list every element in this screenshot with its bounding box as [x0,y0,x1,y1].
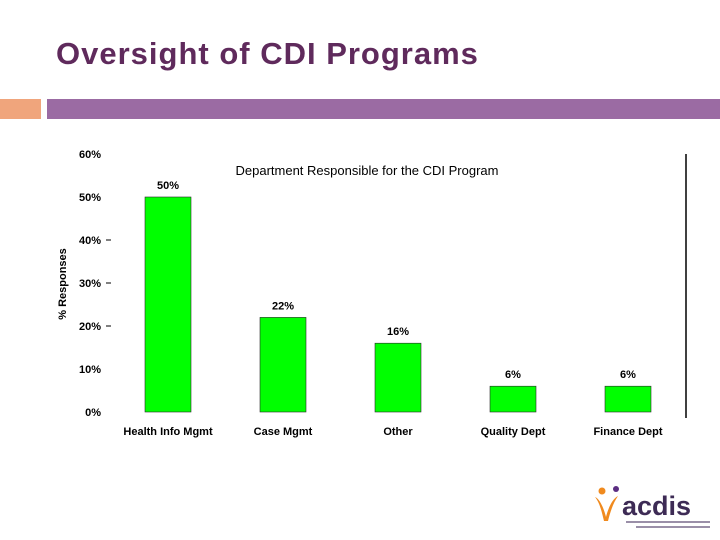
category-label: Case Mgmt [254,426,313,438]
acdis-logo-figure-icon [595,486,619,521]
y-tick-label: 0% [85,407,101,419]
y-tick-label: 10% [79,364,101,376]
acdis-wordmark: acdis [622,491,691,521]
data-label: 16% [387,326,409,338]
acdis-logo: acdis [595,486,710,528]
category-label: Other [383,426,413,438]
y-tick-label: 50% [79,192,101,204]
bars [144,196,652,413]
y-tick-label: 20% [79,321,101,333]
accent-band-orange [0,99,41,119]
category-labels: Health Info Mgmt Case Mgmt Other Quality De… [123,426,662,438]
data-label: 6% [620,369,636,381]
category-label: Health Info Mgmt [123,426,213,438]
y-tick-label: 60% [79,149,101,161]
data-labels: 50% 22% 16% 6% 6% [157,180,636,381]
bar [259,317,307,413]
category-label: Quality Dept [481,426,546,438]
category-label: Finance Dept [593,426,662,438]
accent-band-purple [47,99,720,119]
data-label: 6% [505,369,521,381]
y-axis-label: % Responses [57,248,69,320]
y-tick-label: 40% [79,235,101,247]
y-tick-label: 30% [79,278,101,290]
bar [144,196,192,413]
bar [489,385,537,413]
bar [374,342,422,413]
slide-title: Oversight of CDI Programs [56,36,479,71]
svg-text:acdis: acdis [622,491,691,521]
data-label: 22% [272,300,294,312]
bar [604,385,652,413]
data-label: 50% [157,180,179,192]
y-axis-ticks: 0% 10% 20% 30% 40% 50% 60% [79,149,111,419]
chart-title: Department Responsible for the CDI Progr… [235,163,498,178]
